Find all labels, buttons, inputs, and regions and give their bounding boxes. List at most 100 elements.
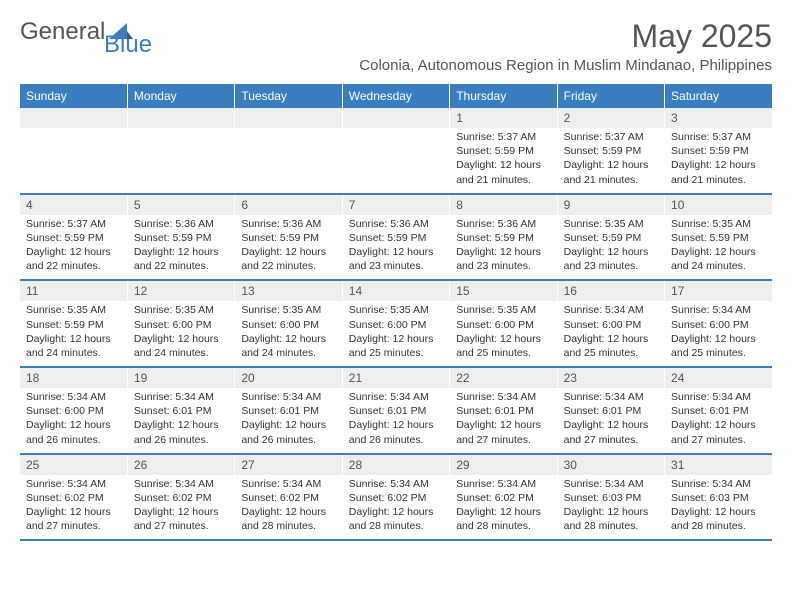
day-info-line: Sunrise: 5:34 AM xyxy=(456,477,550,491)
calendar-day-cell: 4Sunrise: 5:37 AMSunset: 5:59 PMDaylight… xyxy=(20,194,127,281)
day-number: 9 xyxy=(558,195,664,215)
day-info-line: and 26 minutes. xyxy=(134,433,228,447)
day-content: Sunrise: 5:35 AMSunset: 6:00 PMDaylight:… xyxy=(450,301,556,366)
day-content: Sunrise: 5:37 AMSunset: 5:59 PMDaylight:… xyxy=(20,215,127,280)
calendar-day-cell: 25Sunrise: 5:34 AMSunset: 6:02 PMDayligh… xyxy=(20,454,127,541)
day-info-line: Sunset: 6:02 PM xyxy=(241,491,335,505)
day-info-line: Sunset: 6:00 PM xyxy=(456,318,550,332)
day-number: 8 xyxy=(450,195,556,215)
day-info-line: Sunrise: 5:36 AM xyxy=(456,217,550,231)
day-info-line: Daylight: 12 hours xyxy=(349,418,443,432)
day-content: Sunrise: 5:35 AMSunset: 5:59 PMDaylight:… xyxy=(665,215,772,280)
day-info-line: and 22 minutes. xyxy=(26,259,121,273)
day-content: Sunrise: 5:34 AMSunset: 6:01 PMDaylight:… xyxy=(665,388,772,453)
day-info-line: Sunset: 6:02 PM xyxy=(349,491,443,505)
day-content: Sunrise: 5:34 AMSunset: 6:00 PMDaylight:… xyxy=(20,388,127,453)
calendar-day-cell: 22Sunrise: 5:34 AMSunset: 6:01 PMDayligh… xyxy=(450,367,557,454)
day-content: Sunrise: 5:34 AMSunset: 6:02 PMDaylight:… xyxy=(450,475,556,540)
day-info-line: Sunrise: 5:35 AM xyxy=(241,303,335,317)
dayname-header: Friday xyxy=(557,84,664,108)
day-info-line: Sunrise: 5:34 AM xyxy=(564,477,658,491)
dayname-header: Monday xyxy=(127,84,234,108)
day-info-line: Sunrise: 5:34 AM xyxy=(349,477,443,491)
day-number: 30 xyxy=(558,455,664,475)
calendar-week-row: 18Sunrise: 5:34 AMSunset: 6:00 PMDayligh… xyxy=(20,367,772,454)
day-info-line: Daylight: 12 hours xyxy=(134,418,228,432)
day-info-line: Sunset: 6:00 PM xyxy=(349,318,443,332)
day-info-line: and 26 minutes. xyxy=(26,433,121,447)
calendar-table: SundayMondayTuesdayWednesdayThursdayFrid… xyxy=(20,84,772,541)
day-info-line: and 23 minutes. xyxy=(456,259,550,273)
day-number: 12 xyxy=(128,281,234,301)
day-info-line: Sunrise: 5:34 AM xyxy=(564,390,658,404)
day-info-line: Daylight: 12 hours xyxy=(456,505,550,519)
day-info-line: Daylight: 12 hours xyxy=(241,418,335,432)
day-info-line: Daylight: 12 hours xyxy=(564,245,658,259)
day-info-line: Sunset: 5:59 PM xyxy=(671,144,766,158)
day-info-line: Sunrise: 5:35 AM xyxy=(671,217,766,231)
day-info-line: Sunset: 5:59 PM xyxy=(671,231,766,245)
day-info-line: Sunset: 6:02 PM xyxy=(134,491,228,505)
calendar-day-cell: 18Sunrise: 5:34 AMSunset: 6:00 PMDayligh… xyxy=(20,367,127,454)
day-info-line: Sunrise: 5:34 AM xyxy=(134,477,228,491)
calendar-day-cell: 28Sunrise: 5:34 AMSunset: 6:02 PMDayligh… xyxy=(342,454,449,541)
calendar-day-cell: 11Sunrise: 5:35 AMSunset: 5:59 PMDayligh… xyxy=(20,280,127,367)
day-info-line: and 25 minutes. xyxy=(564,346,658,360)
day-content: Sunrise: 5:36 AMSunset: 5:59 PMDaylight:… xyxy=(450,215,556,280)
day-number xyxy=(235,108,341,128)
day-info-line: Sunrise: 5:37 AM xyxy=(564,130,658,144)
day-content xyxy=(343,128,449,184)
day-number: 21 xyxy=(343,368,449,388)
calendar-day-cell: 30Sunrise: 5:34 AMSunset: 6:03 PMDayligh… xyxy=(557,454,664,541)
calendar-day-cell: 27Sunrise: 5:34 AMSunset: 6:02 PMDayligh… xyxy=(235,454,342,541)
calendar-day-cell: 8Sunrise: 5:36 AMSunset: 5:59 PMDaylight… xyxy=(450,194,557,281)
day-info-line: Sunset: 6:03 PM xyxy=(564,491,658,505)
day-info-line: and 22 minutes. xyxy=(134,259,228,273)
day-info-line: Daylight: 12 hours xyxy=(26,505,121,519)
title-block: May 2025 xyxy=(631,18,772,55)
day-info-line: and 21 minutes. xyxy=(671,173,766,187)
day-info-line: Daylight: 12 hours xyxy=(349,505,443,519)
day-info-line: Daylight: 12 hours xyxy=(564,332,658,346)
day-number: 3 xyxy=(665,108,772,128)
dayname-header: Saturday xyxy=(665,84,772,108)
day-info-line: Sunset: 6:01 PM xyxy=(349,404,443,418)
day-info-line: Daylight: 12 hours xyxy=(349,245,443,259)
calendar-day-cell: 19Sunrise: 5:34 AMSunset: 6:01 PMDayligh… xyxy=(127,367,234,454)
day-content: Sunrise: 5:34 AMSunset: 6:00 PMDaylight:… xyxy=(665,301,772,366)
day-info-line: Sunset: 6:01 PM xyxy=(456,404,550,418)
day-content: Sunrise: 5:37 AMSunset: 5:59 PMDaylight:… xyxy=(665,128,772,193)
day-info-line: Sunrise: 5:37 AM xyxy=(26,217,121,231)
day-info-line: Sunset: 5:59 PM xyxy=(349,231,443,245)
calendar-week-row: 25Sunrise: 5:34 AMSunset: 6:02 PMDayligh… xyxy=(20,454,772,541)
dayname-header: Sunday xyxy=(20,84,127,108)
logo-text-blue: Blue xyxy=(104,31,152,58)
day-info-line: Daylight: 12 hours xyxy=(241,505,335,519)
day-info-line: Sunset: 6:01 PM xyxy=(134,404,228,418)
day-info-line: Sunrise: 5:34 AM xyxy=(134,390,228,404)
calendar-day-cell: 2Sunrise: 5:37 AMSunset: 5:59 PMDaylight… xyxy=(557,108,664,194)
day-info-line: Sunset: 5:59 PM xyxy=(456,144,550,158)
day-info-line: Daylight: 12 hours xyxy=(134,245,228,259)
day-number: 7 xyxy=(343,195,449,215)
day-number: 23 xyxy=(558,368,664,388)
day-number: 24 xyxy=(665,368,772,388)
day-number: 2 xyxy=(558,108,664,128)
calendar-week-row: 1Sunrise: 5:37 AMSunset: 5:59 PMDaylight… xyxy=(20,108,772,194)
day-info-line: Daylight: 12 hours xyxy=(349,332,443,346)
calendar-day-cell xyxy=(235,108,342,194)
day-info-line: Sunrise: 5:34 AM xyxy=(241,477,335,491)
calendar-day-cell: 17Sunrise: 5:34 AMSunset: 6:00 PMDayligh… xyxy=(665,280,772,367)
day-info-line: Daylight: 12 hours xyxy=(456,245,550,259)
day-info-line: Daylight: 12 hours xyxy=(26,245,121,259)
day-number: 26 xyxy=(128,455,234,475)
day-content: Sunrise: 5:34 AMSunset: 6:02 PMDaylight:… xyxy=(128,475,234,540)
day-info-line: Sunrise: 5:35 AM xyxy=(456,303,550,317)
dayname-header: Thursday xyxy=(450,84,557,108)
day-content: Sunrise: 5:34 AMSunset: 6:01 PMDaylight:… xyxy=(450,388,556,453)
subtitle: Colonia, Autonomous Region in Muslim Min… xyxy=(20,57,772,74)
calendar-day-cell: 13Sunrise: 5:35 AMSunset: 6:00 PMDayligh… xyxy=(235,280,342,367)
day-content: Sunrise: 5:34 AMSunset: 6:02 PMDaylight:… xyxy=(20,475,127,540)
calendar-day-cell: 31Sunrise: 5:34 AMSunset: 6:03 PMDayligh… xyxy=(665,454,772,541)
day-info-line: Sunset: 6:02 PM xyxy=(456,491,550,505)
